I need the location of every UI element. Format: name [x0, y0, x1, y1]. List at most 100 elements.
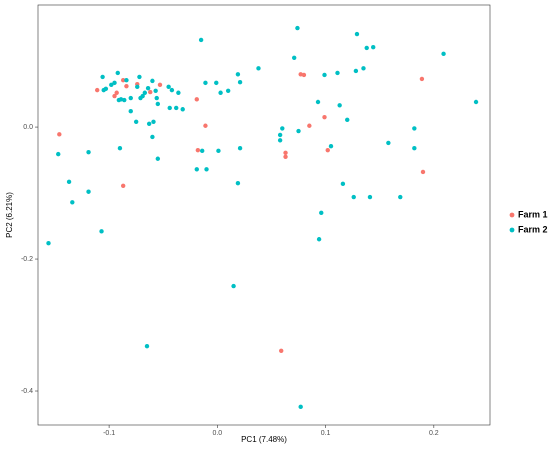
point	[315, 99, 321, 105]
point	[283, 154, 288, 159]
x-axis-title: PC1 (7.48%)	[241, 435, 287, 444]
point	[277, 138, 283, 143]
point	[216, 148, 221, 154]
point	[128, 95, 133, 101]
point	[340, 181, 346, 187]
point	[371, 45, 376, 50]
point	[95, 87, 100, 93]
point	[144, 343, 150, 349]
point	[154, 95, 159, 101]
point	[137, 74, 142, 80]
point	[120, 78, 126, 83]
point	[291, 55, 297, 60]
point	[169, 87, 175, 93]
point	[231, 283, 236, 289]
point	[386, 140, 391, 146]
point	[109, 82, 114, 88]
point	[124, 83, 129, 89]
point	[322, 114, 327, 120]
point	[280, 126, 285, 131]
point	[133, 119, 139, 124]
point	[322, 72, 327, 78]
point	[398, 194, 403, 200]
point	[361, 66, 366, 71]
x-tick-label: -0.1	[103, 430, 115, 437]
legend-swatch	[509, 212, 515, 218]
point	[412, 145, 417, 151]
point	[473, 99, 479, 105]
legend-swatch	[509, 227, 515, 233]
point	[235, 180, 241, 186]
point	[204, 167, 209, 172]
point	[328, 144, 334, 149]
point	[307, 123, 312, 128]
point	[419, 76, 425, 82]
point	[195, 147, 201, 153]
point	[151, 119, 156, 124]
point	[56, 151, 61, 157]
point	[335, 70, 340, 76]
point	[155, 101, 161, 107]
x-tick-label: 0.2	[429, 430, 439, 437]
point	[118, 97, 124, 102]
point	[46, 241, 51, 246]
point	[194, 167, 199, 172]
point	[412, 126, 417, 131]
point	[180, 107, 185, 112]
point	[296, 128, 301, 134]
panel	[37, 4, 491, 426]
point	[325, 147, 330, 153]
point	[316, 237, 322, 242]
point	[364, 45, 369, 51]
point	[140, 93, 145, 99]
point	[66, 179, 72, 185]
point	[420, 169, 426, 175]
point	[176, 90, 181, 95]
point	[351, 194, 356, 200]
y-tick-label: -0.2	[21, 256, 33, 263]
point	[99, 229, 104, 234]
point	[167, 105, 172, 111]
point	[301, 72, 307, 78]
point	[345, 117, 350, 123]
point	[218, 90, 223, 95]
point	[319, 210, 324, 216]
point	[145, 85, 151, 91]
point	[117, 145, 123, 151]
point	[298, 404, 303, 410]
point	[135, 84, 140, 90]
point	[153, 88, 158, 93]
point	[256, 66, 261, 71]
point	[86, 149, 91, 155]
point	[101, 87, 106, 93]
point	[115, 70, 120, 76]
point	[166, 84, 171, 90]
legend-label: Farm 2	[518, 224, 548, 234]
point	[194, 97, 199, 102]
point	[235, 72, 241, 77]
x-tick-label: 0.0	[212, 430, 222, 437]
point	[367, 194, 373, 200]
point	[57, 132, 62, 137]
point	[174, 105, 179, 111]
point	[337, 103, 342, 108]
point	[120, 183, 126, 189]
point	[277, 132, 283, 138]
point	[295, 25, 300, 31]
point	[199, 148, 205, 154]
point	[150, 78, 155, 84]
point	[214, 80, 219, 86]
y-tick-label: 0.0	[23, 124, 33, 131]
y-axis-title: PC2 (6.21%)	[5, 192, 14, 238]
point	[86, 189, 91, 194]
y-tick-label: -0.4	[21, 388, 33, 395]
legend-label: Farm 1	[518, 209, 548, 219]
point	[100, 74, 105, 80]
point	[237, 80, 243, 85]
point	[150, 134, 155, 140]
point	[198, 37, 204, 43]
point	[148, 89, 153, 95]
point	[128, 109, 133, 114]
point	[353, 68, 359, 74]
